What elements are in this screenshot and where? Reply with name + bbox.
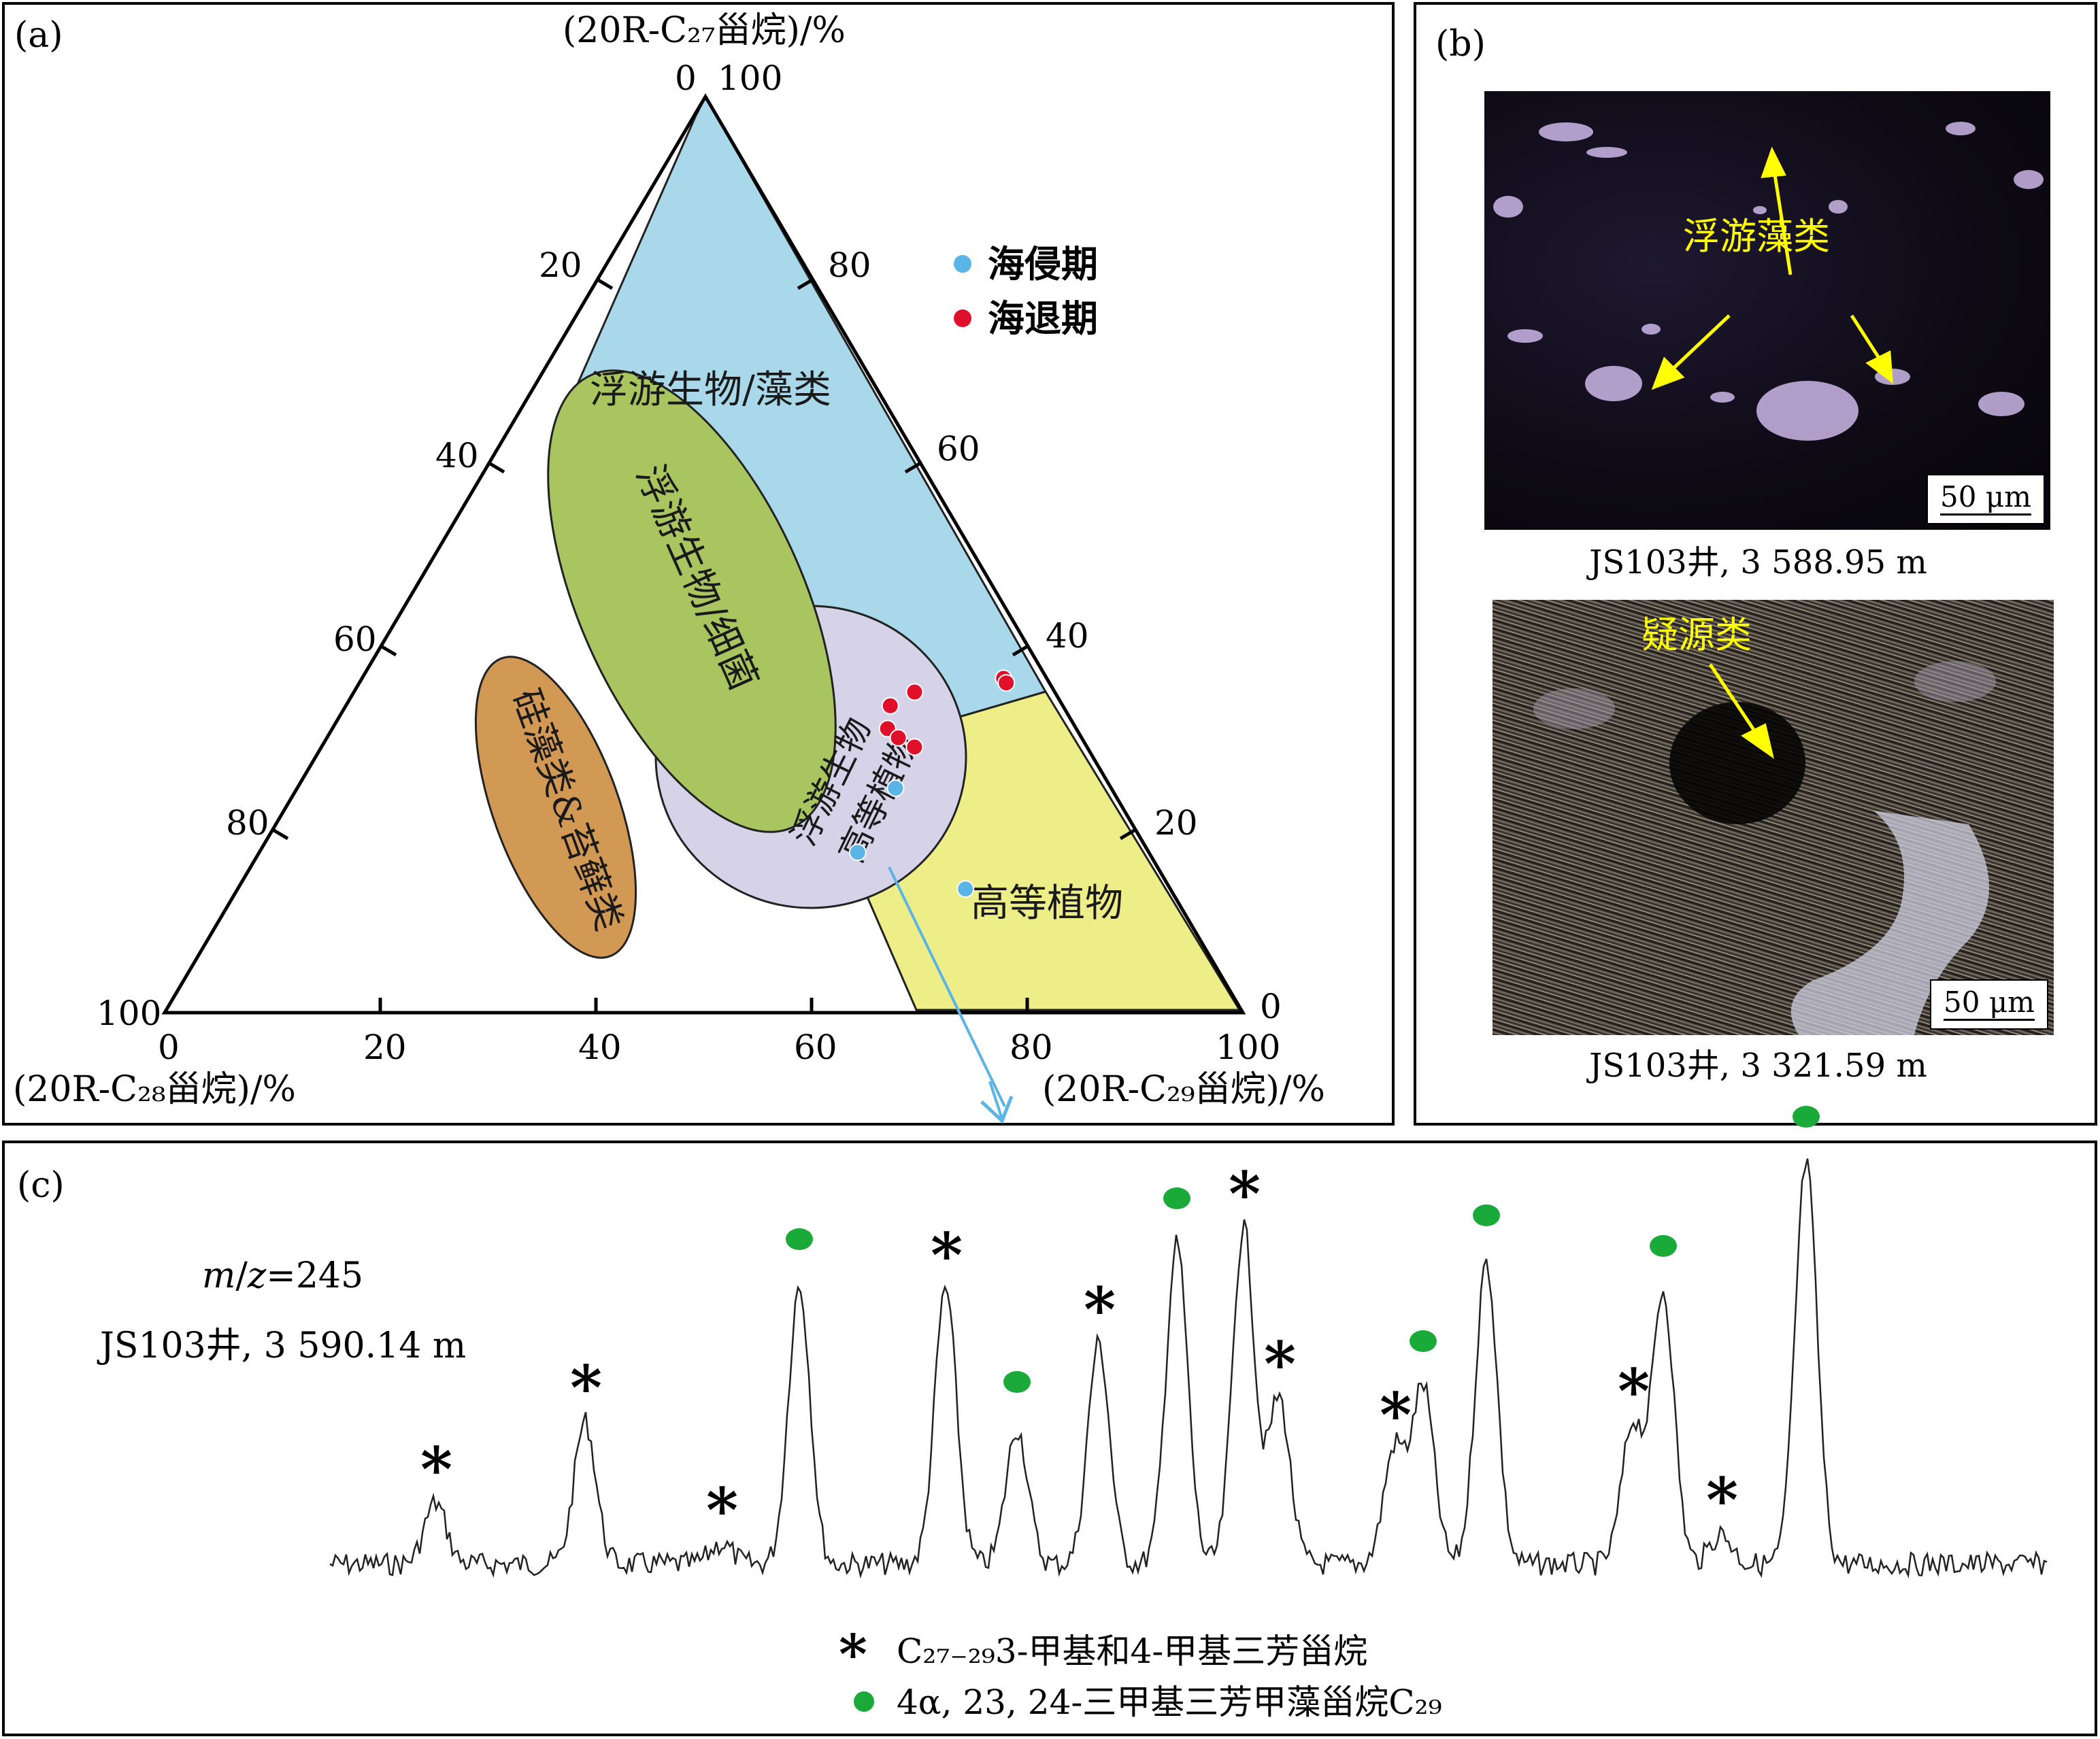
left-tick-20: 20	[539, 246, 582, 285]
apex-top-label-0: 0	[675, 58, 697, 98]
regression-point-3	[889, 728, 907, 747]
panel-c: (c) m/z=245 JS103井, 3 590.14 m	[2, 1141, 2097, 1736]
legend-regression-label: 海退期	[988, 297, 1098, 340]
caption-bottom-photo: JS103井, 3 321.59 m	[1589, 1047, 1927, 1085]
bottom-tick-60: 60	[794, 1028, 837, 1067]
regression-point-0	[881, 696, 899, 715]
well-depth-label: JS103井, 3 590.14 m	[100, 1326, 467, 1366]
label-higher-plants: 高等植物	[971, 881, 1123, 926]
regression-point-4	[905, 738, 924, 756]
right-edge-ticks	[797, 277, 1137, 841]
label-plankton-algae: 浮游生物/藻类	[590, 368, 831, 412]
right-tick-60: 60	[937, 429, 980, 469]
left-edge-ticks	[271, 277, 614, 841]
annotation-plankton-algae: 浮游藻类	[1683, 215, 1830, 258]
regression-point-1	[905, 683, 924, 701]
bottom-tick-100: 100	[1216, 1028, 1280, 1067]
annotation-acritarch: 疑源类	[1641, 613, 1752, 656]
regression-point-6	[997, 674, 1016, 692]
left-tick-80: 80	[226, 803, 269, 843]
ternary-diagram: 0 100 20 40 60 80 100 80 60 40 20 0 0 20…	[13, 10, 1325, 1110]
link-arrow-line	[888, 866, 1006, 1107]
region-plankton-bacteria	[547, 369, 837, 833]
data-points	[848, 669, 1016, 898]
bottom-tick-0: 0	[158, 1028, 180, 1067]
region-diatom-moss	[474, 656, 637, 959]
panel-b-label: (b)	[1435, 24, 1486, 65]
panel-c-label: (c)	[17, 1165, 65, 1206]
bottom-edge-ticks	[378, 998, 1029, 1013]
scale-bar-bottom: 50 μm	[1930, 979, 2048, 1030]
panel-a: 0 100 20 40 60 80 100 80 60 40 20 0 0 20…	[2, 2, 1395, 1126]
axis-right-title: (20R-C₂₉甾烷)/%	[1042, 1069, 1325, 1110]
right-tick-80: 80	[828, 246, 871, 285]
legend-regression-marker	[954, 309, 971, 327]
axis-top-title: (20R-C₂₇甾烷)/%	[563, 10, 846, 51]
left-tick-60: 60	[333, 620, 377, 659]
panel-b: (b)	[1414, 2, 2097, 1126]
bottom-tick-40: 40	[578, 1028, 622, 1067]
apex-top-label-100: 100	[718, 58, 782, 98]
scale-bar-top: 50 μm	[1927, 474, 2045, 524]
ternary-triangle	[161, 93, 1246, 1015]
transgression-point-2	[956, 880, 975, 898]
panel-a-label: (a)	[14, 15, 63, 56]
left-tick-100: 100	[97, 994, 161, 1033]
right-tick-0: 0	[1260, 987, 1282, 1026]
axis-left-title: (20R-C₂₈甾烷)/%	[13, 1069, 296, 1110]
bottom-tick-80: 80	[1010, 1028, 1053, 1067]
caption-top-photo: JS103井, 3 588.95 m	[1589, 543, 1927, 581]
micrograph-bottom: 疑源类 50 μm	[1493, 600, 2054, 1035]
micrograph-top: 浮游藻类 50 μm	[1484, 91, 2050, 530]
mass-charge-label: m/z=245	[202, 1255, 364, 1296]
legend-transgression-marker	[954, 255, 971, 273]
legend-transgression-label: 海侵期	[988, 242, 1098, 286]
bottom-tick-20: 20	[363, 1028, 407, 1067]
right-tick-20: 20	[1154, 803, 1198, 843]
transgression-point-1	[848, 843, 867, 862]
transgression-point-0	[886, 779, 905, 797]
right-tick-40: 40	[1046, 616, 1089, 656]
link-arrow-head	[980, 1081, 1014, 1124]
left-tick-40: 40	[435, 436, 479, 475]
